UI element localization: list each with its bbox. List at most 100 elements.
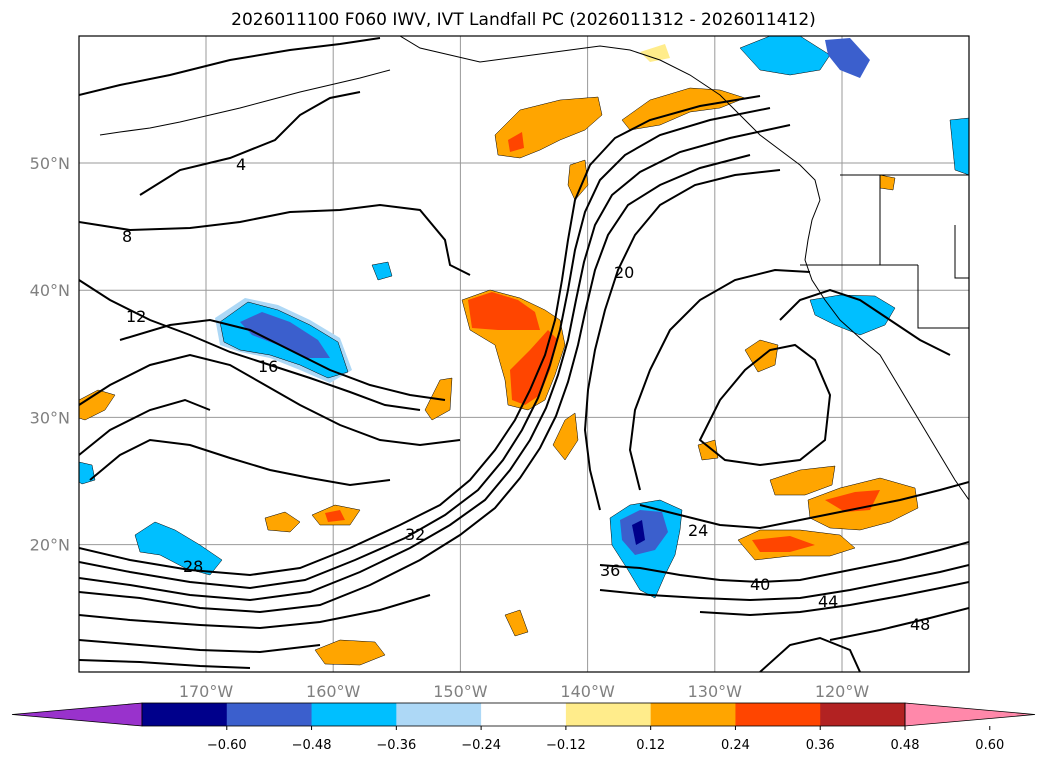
contour-16	[119, 318, 446, 401]
border-states	[800, 175, 969, 329]
contour-4-north	[139, 91, 361, 196]
patch-se-red2	[752, 536, 815, 552]
contour-label-40: 40	[750, 575, 770, 594]
patch-orange-small-5	[697, 439, 719, 461]
contour-label-36: 36	[600, 561, 620, 580]
iwv-contours	[79, 37, 969, 672]
colorbar-segment	[650, 703, 736, 726]
patch-west-pacific-blue	[240, 312, 330, 358]
lon-tick-label: 120°W	[815, 682, 870, 701]
contour-48-east	[829, 607, 969, 641]
contour-label-44: 44	[818, 592, 838, 611]
contour-south-2	[79, 639, 321, 654]
patch-se-orange-1	[769, 465, 836, 496]
plot-frame	[78, 35, 970, 673]
colorbar-tick-label: 0.48	[891, 738, 920, 753]
colorbar-tick-label: −0.36	[376, 738, 416, 753]
colorbar-tick-label: −0.48	[292, 738, 332, 753]
contour-8-loop	[698, 343, 832, 467]
contour-label-48: 48	[910, 615, 930, 634]
alaska-coast	[399, 36, 821, 201]
patch-south-orange	[314, 639, 386, 666]
contour-12	[79, 279, 421, 411]
contour-20	[583, 169, 781, 511]
contour-40-east	[599, 564, 969, 602]
latitude-ticks: 50°N 40°N 30°N 20°N	[30, 154, 70, 555]
aleutians	[99, 69, 391, 136]
patch-central-pacific-red	[468, 292, 540, 330]
patch-subtropical-blue	[620, 510, 668, 555]
colorbar-tick-label: −0.60	[207, 738, 247, 753]
patch-orange-small-7	[879, 174, 896, 191]
contour-28-west	[79, 398, 211, 456]
lat-tick-label: 40°N	[30, 281, 70, 300]
contour-8-east	[628, 268, 811, 491]
patch-small-cyan-2	[79, 461, 96, 485]
contour-label-32: 32	[405, 525, 425, 544]
contour-4-west	[79, 37, 381, 96]
contour-32-west	[89, 438, 391, 487]
patch-bc-coast-yellow	[640, 44, 670, 62]
contour-jet-1	[79, 95, 761, 577]
contour-label-28: 28	[183, 557, 203, 576]
contour-24-east	[639, 481, 969, 530]
colorbar-segment	[565, 703, 652, 726]
colorbar-tick-label: 0.60	[975, 738, 1004, 753]
contour-label-16: 16	[258, 357, 278, 376]
colorbar-segment	[396, 703, 482, 726]
colorbar-segment	[142, 703, 228, 726]
colorbar-tick-label: −0.12	[546, 738, 586, 753]
chart-title: 2026011100 F060 IWV, IVT Landfall PC (20…	[231, 10, 816, 30]
patch-coast-cyan	[809, 294, 896, 336]
contour-8-1	[79, 203, 471, 276]
colorbar: −0.60 −0.48 −0.36 −0.24 −0.12 0.12 0.24 0.36 0.4…	[11, 702, 1036, 753]
patch-west-orange-1	[264, 511, 301, 533]
colorbar-segment	[481, 703, 567, 726]
contour-label-24: 24	[688, 521, 708, 540]
patch-nw-cyan	[739, 36, 831, 76]
colorbar-tick-label: 0.36	[806, 738, 835, 753]
patch-small-cyan-1	[371, 261, 393, 281]
patch-bc-coast-orange	[621, 87, 746, 131]
patch-west-edge-orange	[79, 389, 116, 421]
contour-south-1	[79, 594, 431, 630]
patch-orange-small-3	[552, 412, 579, 461]
bc-coast	[804, 199, 969, 501]
gridlines	[79, 36, 969, 672]
lat-tick-label: 20°N	[30, 536, 70, 555]
colorbar-tick-label: 0.12	[636, 738, 665, 753]
contour-40-south	[759, 636, 861, 672]
contour-label-8: 8	[122, 227, 132, 246]
colorbar-segment	[820, 703, 906, 726]
colorbar-tick-label: −0.24	[461, 738, 501, 753]
lon-tick-label: 160°W	[306, 682, 361, 701]
contour-jet-2	[79, 107, 771, 590]
patch-subtropical-navy	[632, 520, 645, 545]
colorbar-segment	[311, 703, 397, 726]
colorbar-segment	[735, 703, 821, 726]
lon-tick-label: 140°W	[560, 682, 615, 701]
contour-24-west	[79, 353, 461, 447]
contour-44-east	[699, 581, 969, 617]
colorbar-segment	[226, 703, 313, 726]
contour-label-4: 4	[236, 155, 246, 174]
contour-label-20: 20	[614, 263, 634, 282]
plot-area	[79, 36, 969, 672]
patch-west-red	[325, 510, 345, 522]
contour-south-3	[79, 659, 251, 669]
colorbar-tick-label: 0.24	[721, 738, 750, 753]
colorbar-extend-low	[11, 702, 143, 727]
contour-36-east	[599, 541, 969, 584]
patch-nw-blue	[825, 38, 870, 78]
coastlines	[99, 36, 969, 501]
patch-east-edge-cyan	[949, 117, 969, 176]
contour-label-12: 12	[126, 307, 146, 326]
contour-jet-3	[79, 124, 791, 602]
lon-tick-label: 150°W	[433, 682, 488, 701]
lon-tick-label: 130°W	[688, 682, 743, 701]
lon-tick-label: 170°W	[179, 682, 234, 701]
contour-jet-4	[79, 154, 751, 614]
contour-4-east	[779, 288, 951, 356]
longitude-ticks: 170°W 160°W 150°W 140°W 130°W 120°W	[179, 682, 870, 701]
